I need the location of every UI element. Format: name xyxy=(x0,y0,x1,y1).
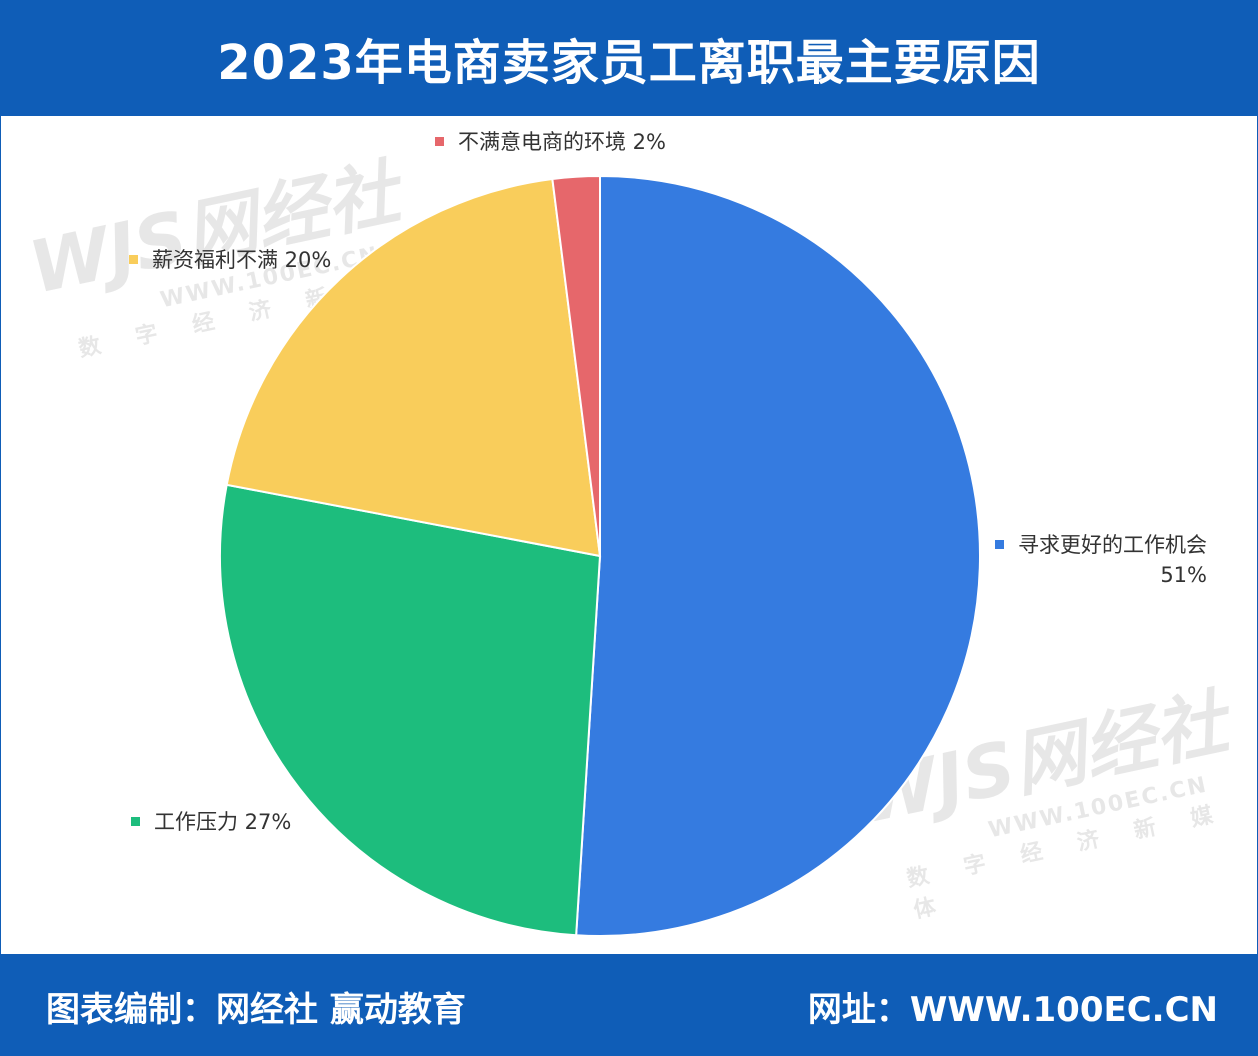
pie-slice-salary xyxy=(225,177,602,558)
slice-label-environment-text: 不满意电商的环境 2% xyxy=(458,130,666,154)
pie-chart xyxy=(219,174,981,937)
slice-label-opportunity: 寻求更好的工作机会 51% xyxy=(995,530,1207,590)
footer-bar: 图表编制：网经社 赢动教育 网址：WWW.100EC.CN xyxy=(0,954,1258,1056)
footer-website: 网址：WWW.100EC.CN xyxy=(807,990,1218,1030)
chart-title: 2023年电商卖家员工离职最主要原因 xyxy=(217,35,1041,91)
slice-label-opportunity-pct: 51% xyxy=(1160,563,1207,587)
legend-swatch-opportunity xyxy=(995,540,1004,549)
pie-slice-pressure xyxy=(219,483,602,937)
legend-swatch-environment xyxy=(435,136,444,146)
slice-label-opportunity-stack: 寻求更好的工作机会 51% xyxy=(1018,530,1207,590)
chart-area: WJS网经社 WWW.100EC.CN 数字经济新媒体 WJS网经社 WWW.1… xyxy=(0,116,1258,954)
title-bar: 2023年电商卖家员工离职最主要原因 xyxy=(0,0,1258,116)
slice-label-pressure-text: 工作压力 27% xyxy=(154,810,292,834)
footer-credit: 图表编制：网经社 赢动教育 xyxy=(46,990,466,1030)
slice-label-salary: 薪资福利不满 20% xyxy=(129,244,331,274)
slice-label-pressure: 工作压力 27% xyxy=(131,806,291,836)
slice-label-environment: 不满意电商的环境 2% xyxy=(435,126,666,156)
legend-swatch-pressure xyxy=(131,816,140,826)
legend-swatch-salary xyxy=(129,254,138,264)
pie-slice-opportunity xyxy=(575,174,981,937)
slice-label-salary-text: 薪资福利不满 20% xyxy=(152,248,332,272)
pie-slice-environment xyxy=(551,174,601,557)
slice-label-opportunity-name: 寻求更好的工作机会 xyxy=(1018,533,1207,557)
